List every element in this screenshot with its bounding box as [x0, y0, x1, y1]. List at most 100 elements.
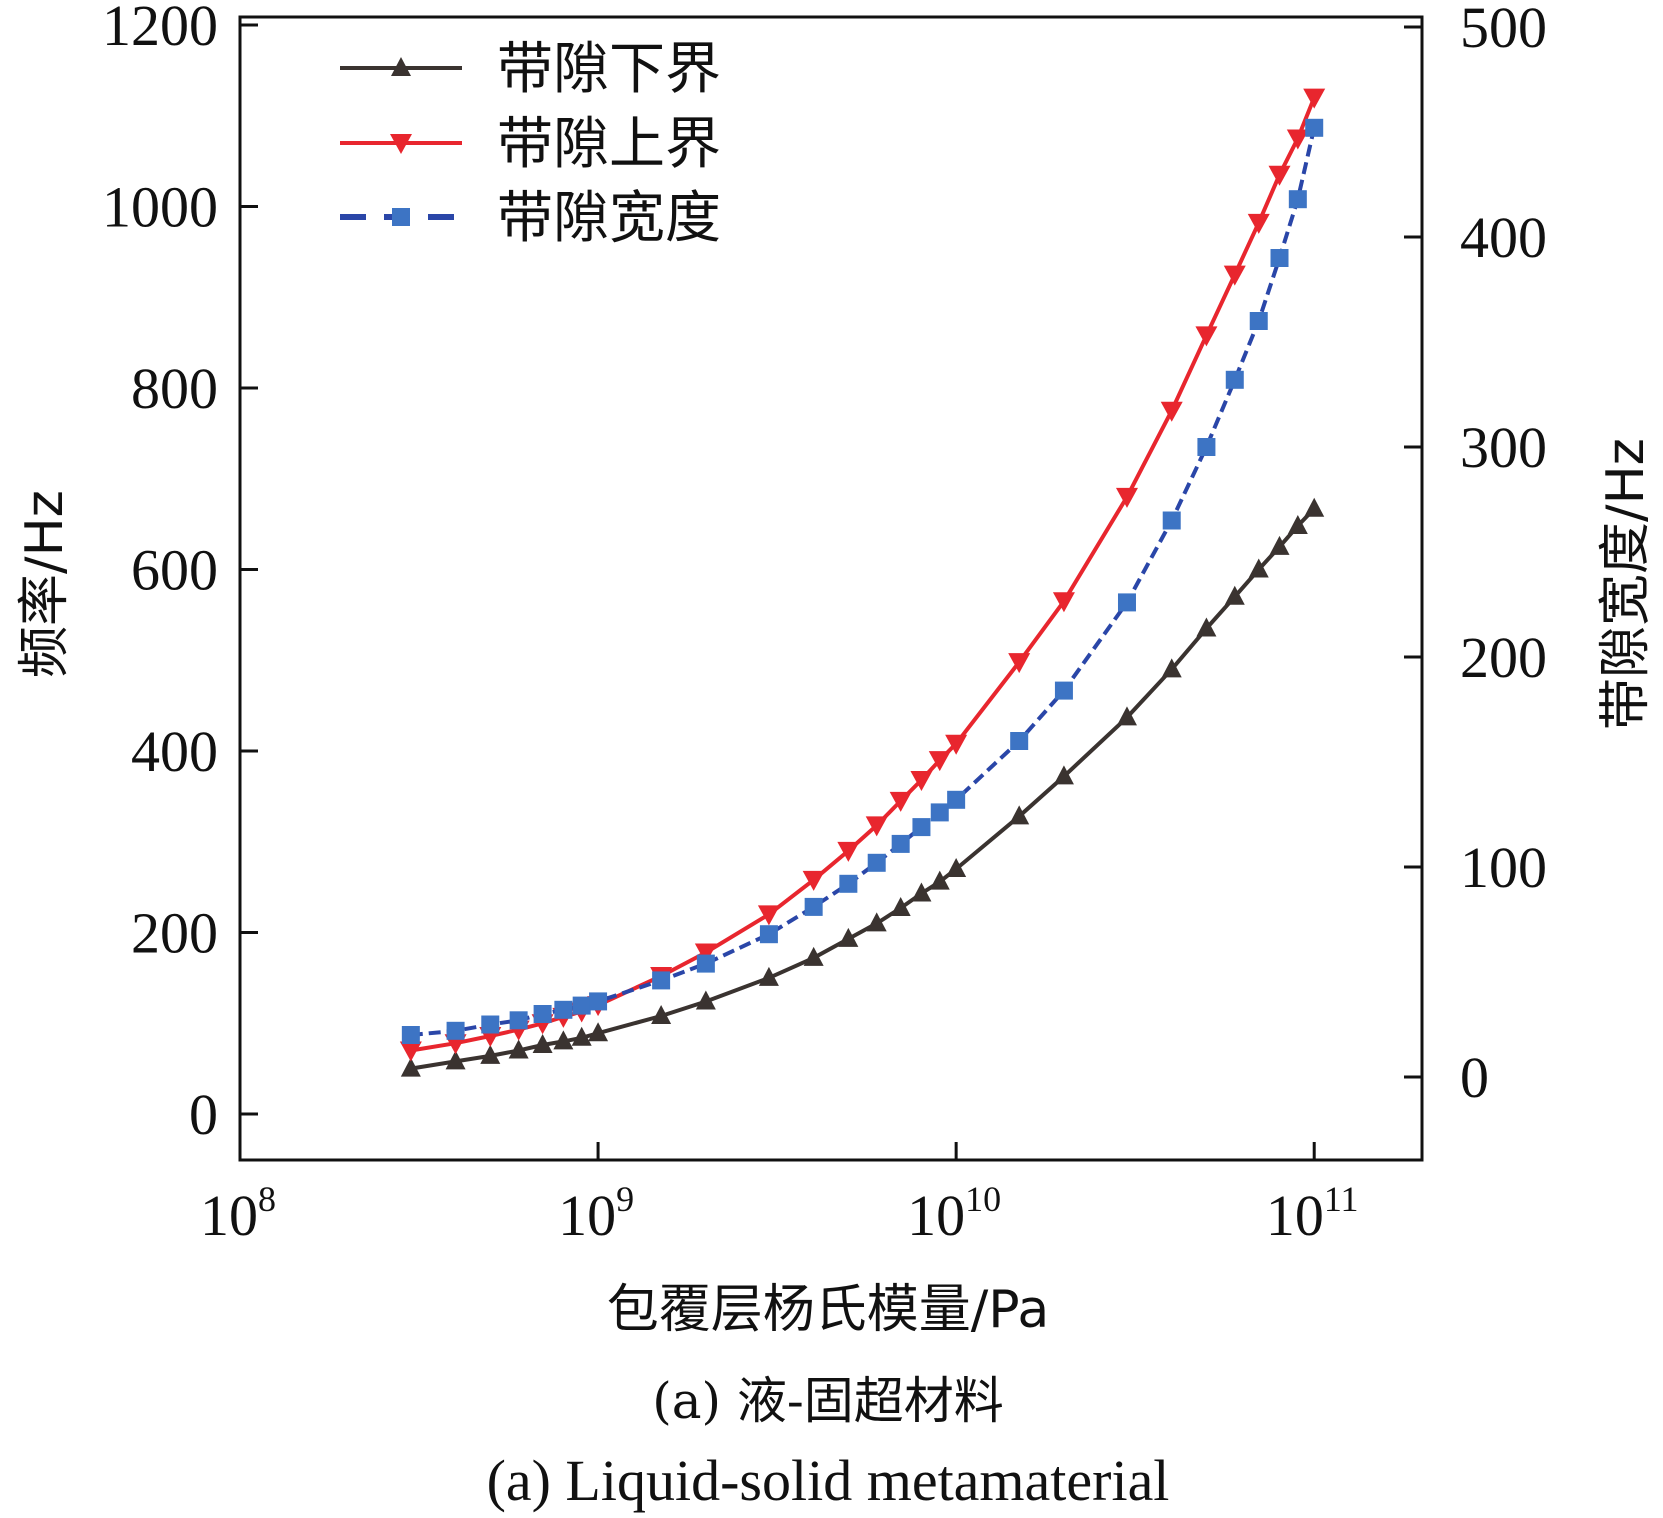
- series-lower-point: [946, 857, 967, 877]
- series-width-point: [554, 1000, 573, 1019]
- series-lower-point: [553, 1030, 574, 1050]
- left-y-tick-label: 800: [131, 356, 218, 421]
- series-width-point: [401, 1026, 420, 1044]
- series-upper-point: [889, 791, 912, 812]
- left-y-tick-label: 0: [189, 1082, 218, 1147]
- right-y-tick-label: 100: [1460, 835, 1547, 900]
- series-lower-point: [400, 1057, 421, 1077]
- series-width-point: [804, 897, 823, 916]
- series-upper-point: [1052, 592, 1075, 613]
- series-width-point: [446, 1021, 465, 1040]
- series-upper-point: [1008, 653, 1031, 674]
- axis-titles: 包覆层杨氏模量/Pa 频率/Hz 带隙宽度/Hz (a) 液-固超材料 (a) …: [15, 438, 1656, 1513]
- legend-swatch-marker: [392, 208, 410, 226]
- x-tick-label: 1011: [1266, 1179, 1359, 1248]
- series-width-point: [509, 1011, 528, 1030]
- series-width-point: [912, 818, 931, 837]
- series-upper-point: [865, 816, 888, 837]
- left-y-tick-label: 400: [131, 719, 218, 784]
- series-lower-point: [911, 882, 932, 902]
- series-upper-point: [694, 943, 717, 964]
- series-lower-point: [1161, 658, 1182, 678]
- series-upper-point: [928, 751, 951, 772]
- series-lower-point: [532, 1034, 553, 1054]
- series-upper-point: [910, 771, 933, 792]
- series-width-point: [1249, 312, 1268, 330]
- left-y-tick-label: 200: [131, 901, 218, 966]
- series-lower-point: [1196, 617, 1217, 637]
- right-y-tick-label: 500: [1460, 0, 1547, 60]
- series-width-point: [1225, 370, 1244, 389]
- series-width-point: [1197, 438, 1216, 456]
- series-lower-point: [508, 1039, 529, 1059]
- series-lower-point: [588, 1022, 609, 1042]
- series-lower-point: [1304, 497, 1325, 517]
- series-lower-point: [838, 927, 859, 947]
- series-upper-point: [945, 734, 968, 755]
- series-lower-point: [1224, 585, 1245, 605]
- right-y-tick-label: 0: [1460, 1045, 1489, 1110]
- series-upper-point: [1195, 326, 1218, 347]
- legend-label: 带隙上界: [497, 112, 721, 177]
- series-upper-point: [399, 1041, 422, 1062]
- series-lower: [400, 497, 1325, 1077]
- axes-layer: 0 200 400 600 800 1000 1200 0 100 200 300 400 500 108…: [102, 0, 1547, 1248]
- series-lower-point: [1116, 706, 1137, 726]
- legend-entry: 带隙上界: [340, 112, 721, 177]
- series-width-point: [947, 790, 966, 809]
- series-lower-point: [1287, 514, 1308, 534]
- series-lower-point: [803, 946, 824, 966]
- series-upper-point: [1268, 165, 1291, 186]
- series-width-point: [533, 1005, 552, 1023]
- series-width-point: [696, 954, 715, 973]
- plot-layer: [399, 88, 1326, 1077]
- series-lower-point: [866, 912, 887, 932]
- plot-frame: [238, 15, 1424, 1162]
- series-upper-point: [1247, 213, 1270, 234]
- series-upper-line: [410, 96, 1317, 1053]
- series-upper-point: [1303, 88, 1326, 109]
- legend-swatch-marker: [391, 57, 411, 76]
- series-upper-point: [1286, 129, 1309, 150]
- series-width-point: [1162, 511, 1181, 530]
- series-width-point: [1305, 118, 1324, 137]
- series-width-point: [1117, 593, 1136, 612]
- series-upper-point: [757, 905, 780, 926]
- series-lower-point: [480, 1044, 501, 1064]
- series-lower-line: [410, 507, 1316, 1071]
- series-lower-point: [890, 896, 911, 916]
- series-upper-point: [802, 870, 825, 891]
- series-lower-point: [1053, 765, 1074, 785]
- series-lower-point: [929, 870, 950, 890]
- series-width-point: [1054, 681, 1073, 700]
- series-width-point: [481, 1015, 500, 1034]
- x-tick-label: 1010: [907, 1179, 1001, 1248]
- left-y-axis-title: 频率/Hz: [15, 490, 75, 678]
- series-upper-point: [1115, 487, 1138, 508]
- x-tick-label: 109: [558, 1179, 634, 1248]
- series-lower-point: [758, 966, 779, 986]
- legend-label: 带隙宽度: [497, 186, 721, 251]
- series-lower-point: [1009, 805, 1030, 825]
- series-upper-point: [1223, 265, 1246, 286]
- series-lower-point: [1248, 558, 1269, 578]
- series-width-point: [1010, 732, 1029, 750]
- series-upper-point: [1160, 401, 1183, 422]
- caption-english: (a) Liquid-solid metamaterial: [487, 1448, 1170, 1513]
- series-lower-point: [445, 1050, 466, 1070]
- x-tick-label: 108: [200, 1179, 276, 1248]
- legend-label: 带隙下界: [497, 37, 721, 102]
- right-y-axis-title: 带隙宽度/Hz: [1596, 438, 1656, 730]
- series-width-point: [759, 925, 778, 944]
- series-width-point: [930, 803, 949, 822]
- series-width-point: [652, 971, 671, 990]
- series-lower-point: [651, 1004, 672, 1024]
- series-lower-point: [1269, 535, 1290, 555]
- right-y-tick-label: 400: [1460, 205, 1547, 270]
- series-width-point: [1288, 190, 1307, 209]
- series-width-point: [867, 853, 886, 872]
- legend-entry: 带隙下界: [340, 37, 721, 102]
- left-y-tick-label: 1200: [102, 0, 218, 58]
